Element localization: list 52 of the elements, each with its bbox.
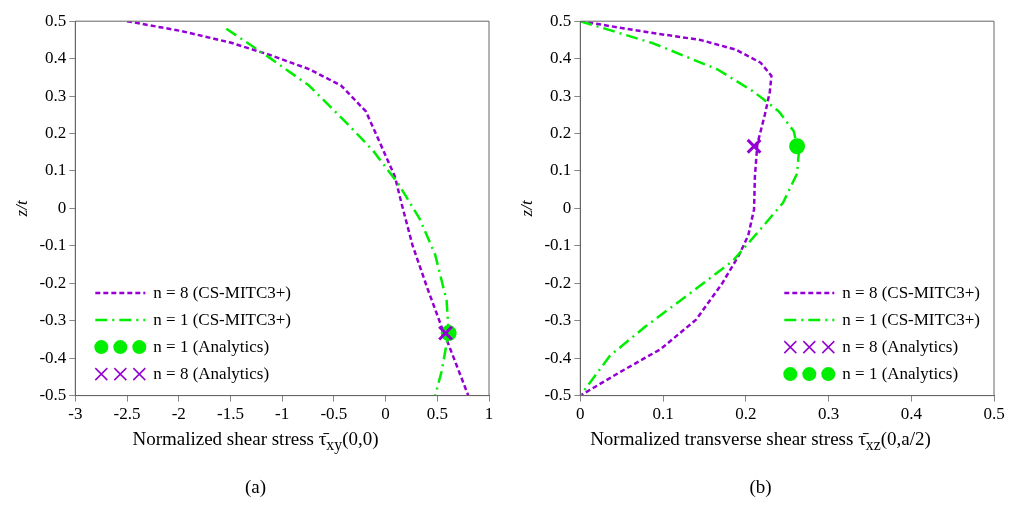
y-tick-label: -0.5 [544, 385, 572, 405]
x-tick-label: 0 [381, 404, 390, 424]
y-tick-label: 0.1 [550, 160, 572, 180]
x-tick-label: -0.5 [320, 404, 348, 424]
y-tick-label: -0.2 [39, 272, 67, 292]
y-tick-label: -0.1 [544, 235, 572, 255]
x-tick-label: 0.2 [735, 404, 757, 424]
legend-label: n = 8 (Analytics) [153, 363, 270, 383]
x-tick-label: -3 [68, 404, 83, 424]
y-tick-label: 0.3 [45, 85, 67, 105]
legend-label: n = 8 (Analytics) [842, 336, 959, 356]
y-tick-label: 0.2 [550, 122, 572, 142]
y-tick-label: -0.4 [39, 347, 67, 367]
x-tick-label: 1 [484, 404, 494, 424]
x-tick-label: -2 [171, 404, 186, 424]
x-tick-label: 0.4 [900, 404, 923, 424]
y-tick-label: 0.4 [550, 48, 572, 68]
text: (b) [748, 475, 773, 498]
legend-label: n = 1 (Analytics) [842, 363, 959, 383]
x-tick-label: 0 [576, 404, 585, 424]
x-tick-label: 0.5 [426, 404, 448, 424]
y-tick-label: -0.3 [39, 310, 67, 330]
y-tick-label: -0.1 [39, 235, 67, 255]
x-tick-label: 0.5 [983, 404, 1005, 424]
legend-label: n = 8 (CS-MITC3+) [153, 282, 292, 302]
y-tick-label: 0.4 [45, 48, 67, 68]
x-axis-title: Normalized transverse shear stress τ̄$_{xz}$(0,a/2) [589, 428, 932, 454]
y-tick-label: 0 [562, 197, 572, 217]
y-tick-label: -0.2 [544, 272, 572, 292]
legend-label: n = 1 (Analytics) [153, 336, 270, 356]
x-tick-label: -1.5 [216, 404, 244, 424]
y-axis-title: z/t [11, 199, 31, 218]
text: (a) [243, 475, 268, 498]
y-tick-label: 0.5 [550, 10, 572, 30]
x-tick-label: 0.3 [817, 404, 840, 424]
y-axis-title: z/t [516, 199, 536, 218]
x-tick-label: 0.1 [652, 404, 674, 424]
x-tick-label: -2.5 [113, 404, 141, 424]
y-tick-label: -0.4 [544, 347, 572, 367]
y-tick-label: 0 [57, 197, 67, 217]
legend-label: n = 1 (CS-MITC3+) [842, 309, 980, 329]
x-tick-label: -1 [275, 404, 290, 424]
y-tick-label: 0.3 [550, 85, 572, 105]
y-tick-label: -0.3 [544, 310, 572, 330]
line-series [125, 21, 470, 396]
y-tick-label: -0.5 [39, 385, 67, 405]
y-tick-label: 0.2 [45, 122, 67, 142]
legend-label: n = 8 (CS-MITC3+) [842, 282, 980, 302]
x-axis-title: Normalized shear stress τ̄$_{xy}$(0,0) [131, 428, 380, 454]
legend-label: n = 1 (CS-MITC3+) [153, 309, 292, 329]
y-tick-label: 0.1 [45, 160, 67, 180]
y-tick-label: 0.5 [45, 10, 67, 30]
